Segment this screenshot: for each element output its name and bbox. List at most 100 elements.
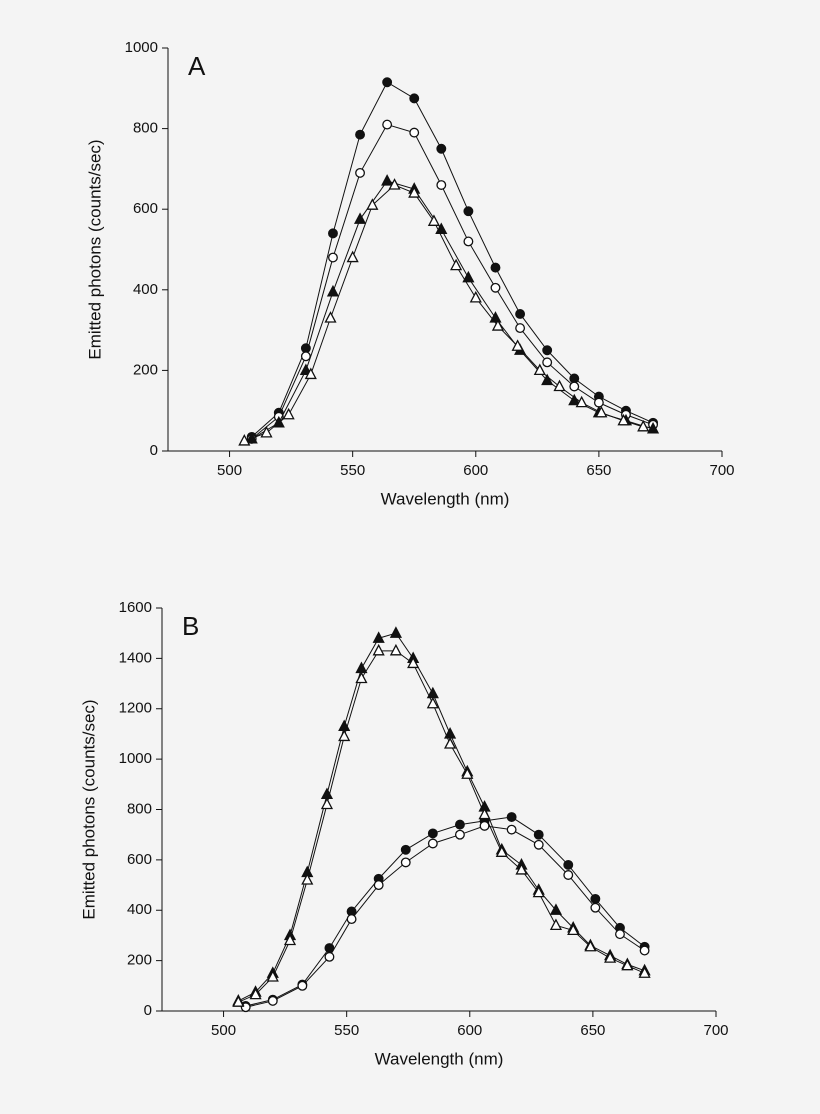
marker	[506, 812, 517, 823]
marker	[638, 966, 651, 978]
series-line	[238, 650, 645, 1003]
marker	[639, 945, 650, 956]
marker	[461, 767, 474, 779]
x-tick-label: 600	[457, 1022, 482, 1039]
x-tick-label: 700	[703, 1022, 728, 1039]
marker	[355, 661, 368, 674]
y-tick-label: 0	[144, 1002, 152, 1019]
marker	[637, 419, 650, 432]
marker	[563, 859, 574, 870]
marker	[388, 178, 401, 190]
marker	[490, 262, 501, 273]
marker	[646, 421, 660, 434]
marker	[324, 951, 335, 962]
series-line	[251, 180, 654, 440]
y-axis-title: Emitted photons (counts/sec)	[85, 139, 104, 359]
marker	[400, 844, 411, 855]
marker	[462, 270, 475, 283]
marker	[568, 393, 581, 406]
y-tick-label: 600	[127, 851, 152, 868]
series-line	[238, 632, 645, 1002]
y-tick-label: 1000	[125, 39, 158, 56]
marker	[304, 367, 317, 380]
marker	[381, 174, 394, 186]
marker	[373, 880, 384, 891]
marker	[595, 405, 608, 418]
marker	[427, 214, 440, 226]
series-line	[251, 81, 654, 438]
marker	[301, 873, 314, 885]
marker	[553, 379, 566, 392]
marker	[563, 870, 574, 880]
marker	[617, 413, 630, 426]
marker	[324, 311, 337, 323]
x-tick-label: 550	[340, 462, 365, 479]
marker	[489, 311, 502, 323]
marker	[372, 631, 385, 643]
y-tick-label: 800	[133, 120, 158, 137]
marker	[283, 933, 297, 946]
x-tick-label: 550	[334, 1022, 359, 1039]
marker	[232, 995, 245, 1007]
x-tick-label: 650	[580, 1022, 605, 1039]
marker	[542, 357, 553, 368]
panel-label: A	[188, 51, 206, 81]
marker	[542, 345, 553, 356]
marker	[463, 236, 474, 247]
marker	[407, 656, 420, 669]
y-tick-label: 200	[127, 952, 152, 969]
marker	[328, 228, 338, 239]
x-tick-label: 700	[709, 462, 734, 479]
marker	[575, 395, 588, 408]
marker	[267, 995, 278, 1006]
x-axis-title: Wavelength (nm)	[375, 1049, 504, 1068]
marker	[372, 643, 385, 656]
y-tick-label: 800	[127, 800, 152, 817]
marker	[266, 970, 279, 982]
marker	[346, 914, 357, 925]
y-tick-label: 200	[133, 361, 158, 378]
marker	[282, 407, 295, 420]
y-tick-label: 1200	[119, 700, 152, 717]
marker	[320, 797, 334, 810]
marker	[427, 828, 438, 839]
marker	[346, 250, 359, 263]
marker	[409, 127, 420, 138]
marker	[355, 671, 368, 684]
marker	[408, 186, 421, 198]
marker	[541, 373, 554, 386]
y-tick-label: 400	[133, 281, 158, 298]
panel-label: B	[182, 611, 199, 641]
marker	[355, 167, 366, 178]
marker	[533, 829, 544, 840]
marker	[621, 958, 634, 971]
x-tick-label: 500	[211, 1022, 236, 1039]
marker	[567, 923, 580, 936]
marker	[389, 643, 402, 656]
series-line	[245, 825, 645, 1008]
marker	[549, 903, 563, 915]
marker	[427, 838, 438, 849]
marker	[590, 902, 601, 913]
marker	[366, 198, 379, 210]
marker	[389, 626, 402, 638]
marker	[444, 737, 457, 749]
marker	[238, 434, 251, 446]
marker	[426, 696, 439, 709]
marker	[479, 820, 490, 831]
marker	[353, 212, 367, 224]
y-tick-label: 0	[150, 442, 158, 459]
marker	[593, 397, 604, 408]
marker	[532, 885, 545, 898]
marker	[515, 863, 528, 875]
marker	[490, 282, 501, 293]
marker	[463, 206, 474, 217]
x-tick-label: 600	[463, 462, 488, 479]
marker	[511, 339, 524, 351]
y-tick-label: 400	[127, 901, 152, 918]
marker	[436, 143, 447, 154]
marker	[515, 309, 526, 319]
marker	[533, 363, 546, 376]
marker	[326, 284, 340, 297]
marker	[328, 252, 338, 263]
